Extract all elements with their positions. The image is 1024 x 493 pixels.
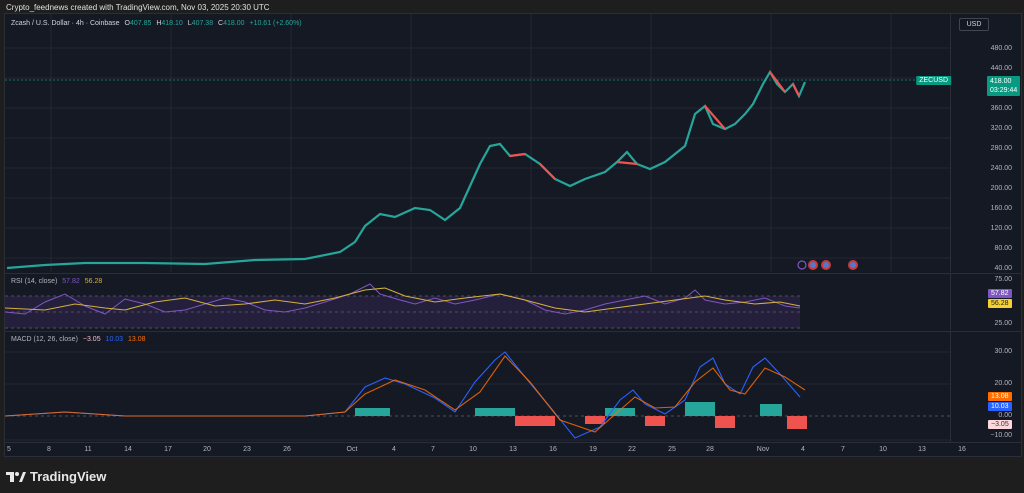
price-tick: 240.00 <box>990 165 1012 172</box>
price-axis[interactable]: USD 480.00 440.00 360.00 320.00 280.00 2… <box>950 14 1022 272</box>
symbol-legend[interactable]: Zcash / U.S. Dollar · 4h · Coinbase O407… <box>11 20 302 27</box>
time-tick: 14 <box>124 446 132 453</box>
macd-tag: 10.03 <box>988 402 1012 411</box>
time-tick: 23 <box>243 446 251 453</box>
time-tick: 7 <box>841 446 845 453</box>
price-tick: 80.00 <box>994 245 1012 252</box>
time-tick: 16 <box>958 446 966 453</box>
price-tick: 200.00 <box>990 185 1012 192</box>
time-tick: 10 <box>879 446 887 453</box>
time-tick: 16 <box>549 446 557 453</box>
time-tick: 19 <box>589 446 597 453</box>
macd-line-value: 10.03 <box>105 336 124 343</box>
time-tick: 4 <box>801 446 805 453</box>
chart-frame[interactable]: Zcash / U.S. Dollar · 4h · Coinbase O407… <box>4 13 1022 457</box>
price-tick: 360.00 <box>990 105 1012 112</box>
macd-hist-value: −3.05 <box>82 336 101 343</box>
tradingview-logo-icon <box>6 471 26 482</box>
rsi-tick: 25.00 <box>994 320 1012 327</box>
macd-tick: −10.00 <box>990 432 1012 439</box>
macd-tick: 20.00 <box>994 380 1012 387</box>
pane-separator[interactable] <box>5 331 1021 332</box>
time-tick: Nov <box>756 446 770 453</box>
macd-histogram <box>355 402 807 429</box>
price-chart <box>5 14 950 272</box>
low-value: 407.38 <box>191 20 214 27</box>
time-tick: 22 <box>628 446 636 453</box>
close-value: 418.00 <box>223 20 245 27</box>
time-tick: 8 <box>47 446 51 453</box>
rsi-tick: 75.00 <box>994 276 1012 283</box>
macd-tick: 0.00 <box>998 412 1012 419</box>
time-tick: 13 <box>918 446 926 453</box>
rsi-label: RSI (14, close) <box>11 278 58 285</box>
time-tick: 11 <box>84 446 92 453</box>
histogram-tag: −3.05 <box>988 420 1012 429</box>
price-tick: 160.00 <box>990 205 1012 212</box>
rsi-ma-value: 56.28 <box>84 278 103 285</box>
price-pane[interactable]: Zcash / U.S. Dollar · 4h · Coinbase O407… <box>5 14 950 272</box>
time-tick: 17 <box>164 446 172 453</box>
macd-signal-value: 13.08 <box>128 336 146 343</box>
rsi-value-tag: 57.82 <box>988 289 1012 298</box>
pane-separator[interactable] <box>5 273 1021 274</box>
time-tick: 10 <box>469 446 477 453</box>
macd-pane[interactable]: MACD (12, 26, close) −3.05 10.03 13.08 <box>4 332 950 442</box>
rsi-axis[interactable]: 75.00 57.82 56.28 25.00 <box>950 274 1022 330</box>
tradingview-logo[interactable]: TradingView <box>6 469 106 484</box>
rsi-ma-tag: 56.28 <box>988 299 1012 308</box>
event-markers <box>797 260 858 270</box>
time-tick: 20 <box>203 446 211 453</box>
time-tick: 13 <box>509 446 517 453</box>
price-tick: 480.00 <box>990 45 1012 52</box>
macd-chart <box>4 351 950 441</box>
split-icon[interactable] <box>797 260 807 270</box>
open-value: 407.85 <box>129 20 152 27</box>
signal-tag: 13.08 <box>988 392 1012 401</box>
time-tick: Oct <box>346 446 358 453</box>
price-tick: 320.00 <box>990 125 1012 132</box>
macd-axis[interactable]: 30.00 20.00 13.08 10.03 0.00 −3.05 −10.0… <box>950 332 1022 442</box>
change-value: +10.61 (+2.60%) <box>249 20 302 27</box>
time-tick: 28 <box>706 446 714 453</box>
price-tick: 120.00 <box>990 225 1012 232</box>
macd-tick: 30.00 <box>994 348 1012 355</box>
attribution-header: Crypto_feednews created with TradingView… <box>6 3 270 12</box>
time-tick: 7 <box>431 446 435 453</box>
time-axis[interactable]: 5 8 11 14 17 20 23 26 Oct 4 7 10 13 16 1… <box>5 442 966 458</box>
currency-button[interactable]: USD <box>959 18 989 31</box>
high-value: 418.10 <box>161 20 183 27</box>
time-tick: 4 <box>392 446 396 453</box>
macd-label: MACD (12, 26, close) <box>11 336 78 343</box>
price-tick: 40.00 <box>994 265 1012 272</box>
last-price-tag: 418.00 03:29:44 <box>987 76 1021 96</box>
brand-name: TradingView <box>30 469 107 484</box>
macd-legend[interactable]: MACD (12, 26, close) −3.05 10.03 13.08 <box>11 336 149 343</box>
symbol-title: Zcash / U.S. Dollar · 4h · Coinbase <box>11 20 120 27</box>
time-tick: 26 <box>283 446 291 453</box>
price-tick: 280.00 <box>990 145 1012 152</box>
time-tick: 5 <box>7 446 11 453</box>
bar-countdown: 03:29:44 <box>990 87 1018 94</box>
rsi-pane[interactable]: RSI (14, close) 57.82 56.28 <box>4 274 950 330</box>
time-tick: 25 <box>668 446 676 453</box>
rsi-chart <box>4 283 801 329</box>
symbol-tag: ZECUSD <box>916 76 951 85</box>
rsi-value: 57.82 <box>62 278 80 285</box>
rsi-legend[interactable]: RSI (14, close) 57.82 56.28 <box>11 278 105 285</box>
price-series <box>6 69 807 270</box>
price-tick: 440.00 <box>990 65 1012 72</box>
